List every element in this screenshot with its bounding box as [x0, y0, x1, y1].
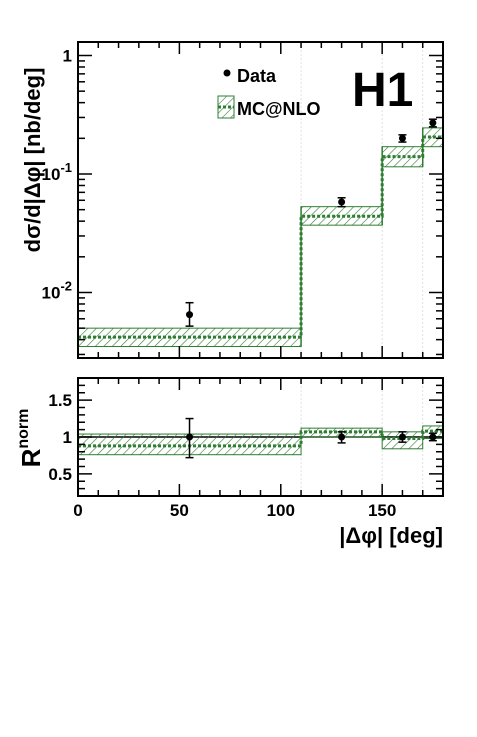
- x-tick-label: 50: [170, 501, 189, 520]
- bottom-data-point: [186, 433, 194, 441]
- top-data-point: [186, 311, 194, 319]
- x-tick-label: 0: [73, 501, 82, 520]
- legend-data-label: Data: [237, 66, 277, 86]
- legend: Data MC@NLO: [217, 66, 321, 119]
- x-tick-label: 100: [267, 501, 295, 520]
- top-data-point: [338, 198, 346, 206]
- bottom-panel-frame: [77, 377, 444, 497]
- top-y-tick-label: 1: [63, 47, 72, 66]
- legend-data-marker: [223, 69, 231, 77]
- bottom-y-tick-label: 1.5: [48, 391, 72, 410]
- top-y-tick-label: 10-2: [42, 278, 72, 302]
- x-axis-title: |Δφ| [deg]: [339, 523, 443, 548]
- bottom-y-tick-label: 1: [63, 428, 72, 447]
- top-panel-frame: [77, 41, 444, 359]
- top-panel: 1 10-1 10-2 H1: [42, 41, 444, 359]
- top-y-axis-title: dσ/d|Δφ| [nb/deg]: [20, 68, 45, 253]
- top-data-point: [429, 119, 437, 127]
- bottom-y-axis-title: Rnorm: [15, 409, 46, 468]
- top-data-point: [398, 134, 406, 142]
- top-y-tick-label: 10-1: [42, 160, 72, 184]
- bottom-mc-central-line: [78, 429, 443, 448]
- bottom-data-point: [338, 433, 346, 441]
- bottom-panel: 1.5 1 0.50 50 100 150: [48, 377, 444, 520]
- x-tick-label: 150: [368, 501, 396, 520]
- bottom-y-tick-label: 0.5: [48, 465, 72, 484]
- bottom-data-point: [398, 433, 406, 441]
- top-data-points: [185, 118, 437, 327]
- h1-logo: H1: [352, 64, 413, 117]
- top-mc-step-edges: [300, 127, 424, 347]
- top-mc-band-group: [77, 42, 444, 358]
- legend-mc-label: MC@NLO: [237, 99, 321, 119]
- bottom-mc-band-group: [77, 378, 444, 496]
- bottom-data-points: [185, 417, 437, 459]
